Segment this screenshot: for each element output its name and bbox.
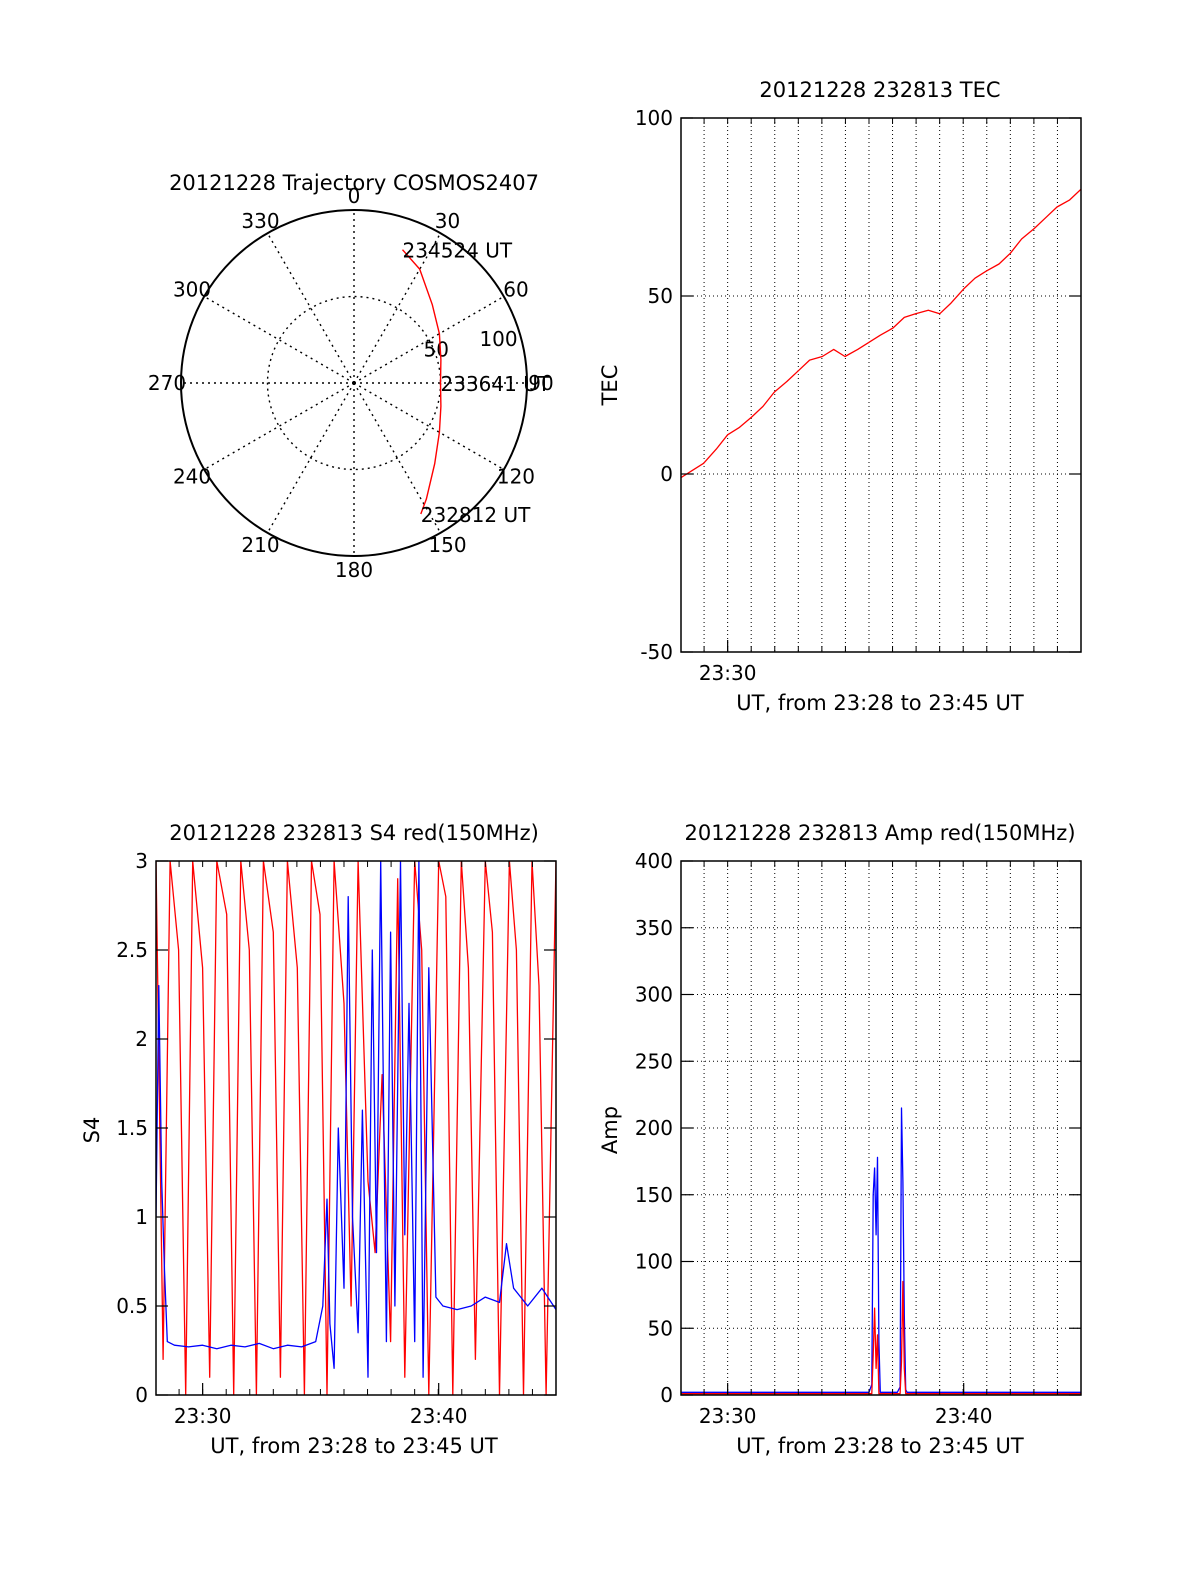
x-tick-label: 23:40 [410, 1404, 468, 1428]
polar-angle-label: 270 [148, 371, 186, 395]
s4-title: 20121228 232813 S4 red(150MHz) [169, 821, 539, 845]
y-tick-label: 1 [135, 1205, 148, 1229]
polar-radius-label: 50 [424, 338, 449, 362]
y-tick-label: 400 [635, 849, 673, 873]
polar-angle-label: 90 [528, 371, 553, 395]
polar-spoke [353, 295, 505, 384]
polar-spoke [353, 382, 505, 471]
polar-spoke [353, 232, 442, 384]
polar-outer-circle [180, 209, 528, 557]
tec-title: 20121228 232813 TEC [759, 78, 1000, 102]
polar-spoke [203, 295, 355, 384]
polar-angle-label: 210 [241, 533, 279, 557]
plot-grid [681, 861, 1081, 1395]
y-tick-label: -50 [640, 640, 673, 664]
polar-radius-label: 100 [479, 327, 517, 351]
polar-annotation: 233641 UT [441, 372, 551, 396]
plot-grid [681, 118, 1081, 652]
y-tick-label: 100 [635, 1250, 673, 1274]
polar-spoke [266, 382, 355, 534]
amp-panel: 20121228 232813 Amp red(150MHz) Amp UT, … [598, 821, 1082, 1458]
polar-angle-label: 150 [428, 533, 466, 557]
plot-frame [680, 117, 1082, 653]
series-line-blue [681, 1107, 1081, 1393]
series-line-red [156, 861, 556, 1395]
polar-annotations: 234524 UT 233641 UT 232812 UT [403, 239, 551, 527]
amp-y-axis-label: Amp [598, 1106, 622, 1154]
y-tick-label: 0 [660, 462, 673, 486]
polar-trajectory-panel: 20121228 Trajectory COSMOS2407 0 30 60 90 12… [148, 171, 554, 582]
x-tick-label: 23:40 [935, 1404, 993, 1428]
y-tick-label: 0 [660, 1383, 673, 1407]
polar-spoke [266, 232, 355, 384]
y-tick-label: 350 [635, 916, 673, 940]
x-tick-label: 23:30 [699, 1404, 757, 1428]
plot-series [681, 1107, 1081, 1395]
tec-panel: 20121228 232813 TEC TEC UT, from 23:28 t… [598, 78, 1082, 715]
polar-trajectory [401, 249, 442, 515]
y-tick-label: 1.5 [116, 1116, 148, 1140]
y-tick-label: 200 [635, 1116, 673, 1140]
polar-angle-label: 0 [348, 184, 361, 208]
s4-panel: 20121228 232813 S4 red(150MHz) S4 UT, fr… [80, 821, 557, 1458]
polar-angle-label: 60 [503, 278, 528, 302]
polar-grid [180, 209, 528, 557]
y-tick-label: 250 [635, 1049, 673, 1073]
y-tick-label: 0.5 [116, 1294, 148, 1318]
tec-y-axis-label: TEC [598, 365, 622, 407]
polar-angle-labels: 0 30 60 90 120 150 180 210 240 270 300 330 [148, 184, 554, 582]
amp-plot-area: 0 50 100 150 200 250 300 350 400 23:30 23:40 [635, 849, 1082, 1428]
polar-annotation: 232812 UT [421, 503, 531, 527]
y-tick-label: 2.5 [116, 938, 148, 962]
y-tick-label: 100 [635, 106, 673, 130]
tec-x-axis-label: UT, from 23:28 to 23:45 UT [736, 691, 1024, 715]
tec-plot-area: -50 0 50 100 23:30 [635, 106, 1082, 685]
polar-angle-label: 120 [497, 465, 535, 489]
polar-angle-label: 30 [435, 209, 460, 233]
polar-spoke [353, 382, 442, 534]
x-tick-label: 23:30 [174, 1404, 232, 1428]
y-tick-label: 3 [135, 849, 148, 873]
plot-ticks: 0 50 100 150 200 250 300 350 400 23:30 23:40 [635, 849, 1082, 1428]
polar-angle-label: 240 [173, 465, 211, 489]
series-line-red [681, 1280, 1081, 1395]
polar-title: 20121228 Trajectory COSMOS2407 [169, 171, 539, 195]
polar-trajectory-line [401, 249, 442, 515]
s4-x-axis-label: UT, from 23:28 to 23:45 UT [210, 1434, 498, 1458]
y-tick-label: 150 [635, 1183, 673, 1207]
polar-annotation: 234524 UT [403, 239, 513, 263]
s4-plot-area: 0 0.5 1 1.5 2 2.5 3 23:30 23:40 [116, 849, 557, 1428]
polar-spoke [203, 382, 355, 471]
y-tick-label: 2 [135, 1027, 148, 1051]
polar-angle-label: 180 [335, 558, 373, 582]
y-tick-label: 0 [135, 1383, 148, 1407]
series-line-blue [156, 861, 556, 1378]
plot-series [681, 188, 1081, 479]
plot-ticks: -50 0 50 100 23:30 [635, 106, 1082, 685]
plot-ticks: 0 0.5 1 1.5 2 2.5 3 23:30 23:40 [116, 849, 557, 1428]
amp-title: 20121228 232813 Amp red(150MHz) [684, 821, 1075, 845]
y-tick-label: 50 [648, 284, 673, 308]
amp-x-axis-label: UT, from 23:28 to 23:45 UT [736, 1434, 1024, 1458]
plot-series [156, 861, 556, 1395]
series-line-red [681, 188, 1081, 479]
polar-angle-label: 330 [241, 209, 279, 233]
x-tick-label: 23:30 [699, 661, 757, 685]
polar-radius-labels: 50 100 [424, 327, 518, 361]
y-tick-label: 300 [635, 983, 673, 1007]
polar-angle-label: 300 [173, 278, 211, 302]
y-tick-label: 50 [648, 1316, 673, 1340]
s4-y-axis-label: S4 [80, 1117, 104, 1144]
